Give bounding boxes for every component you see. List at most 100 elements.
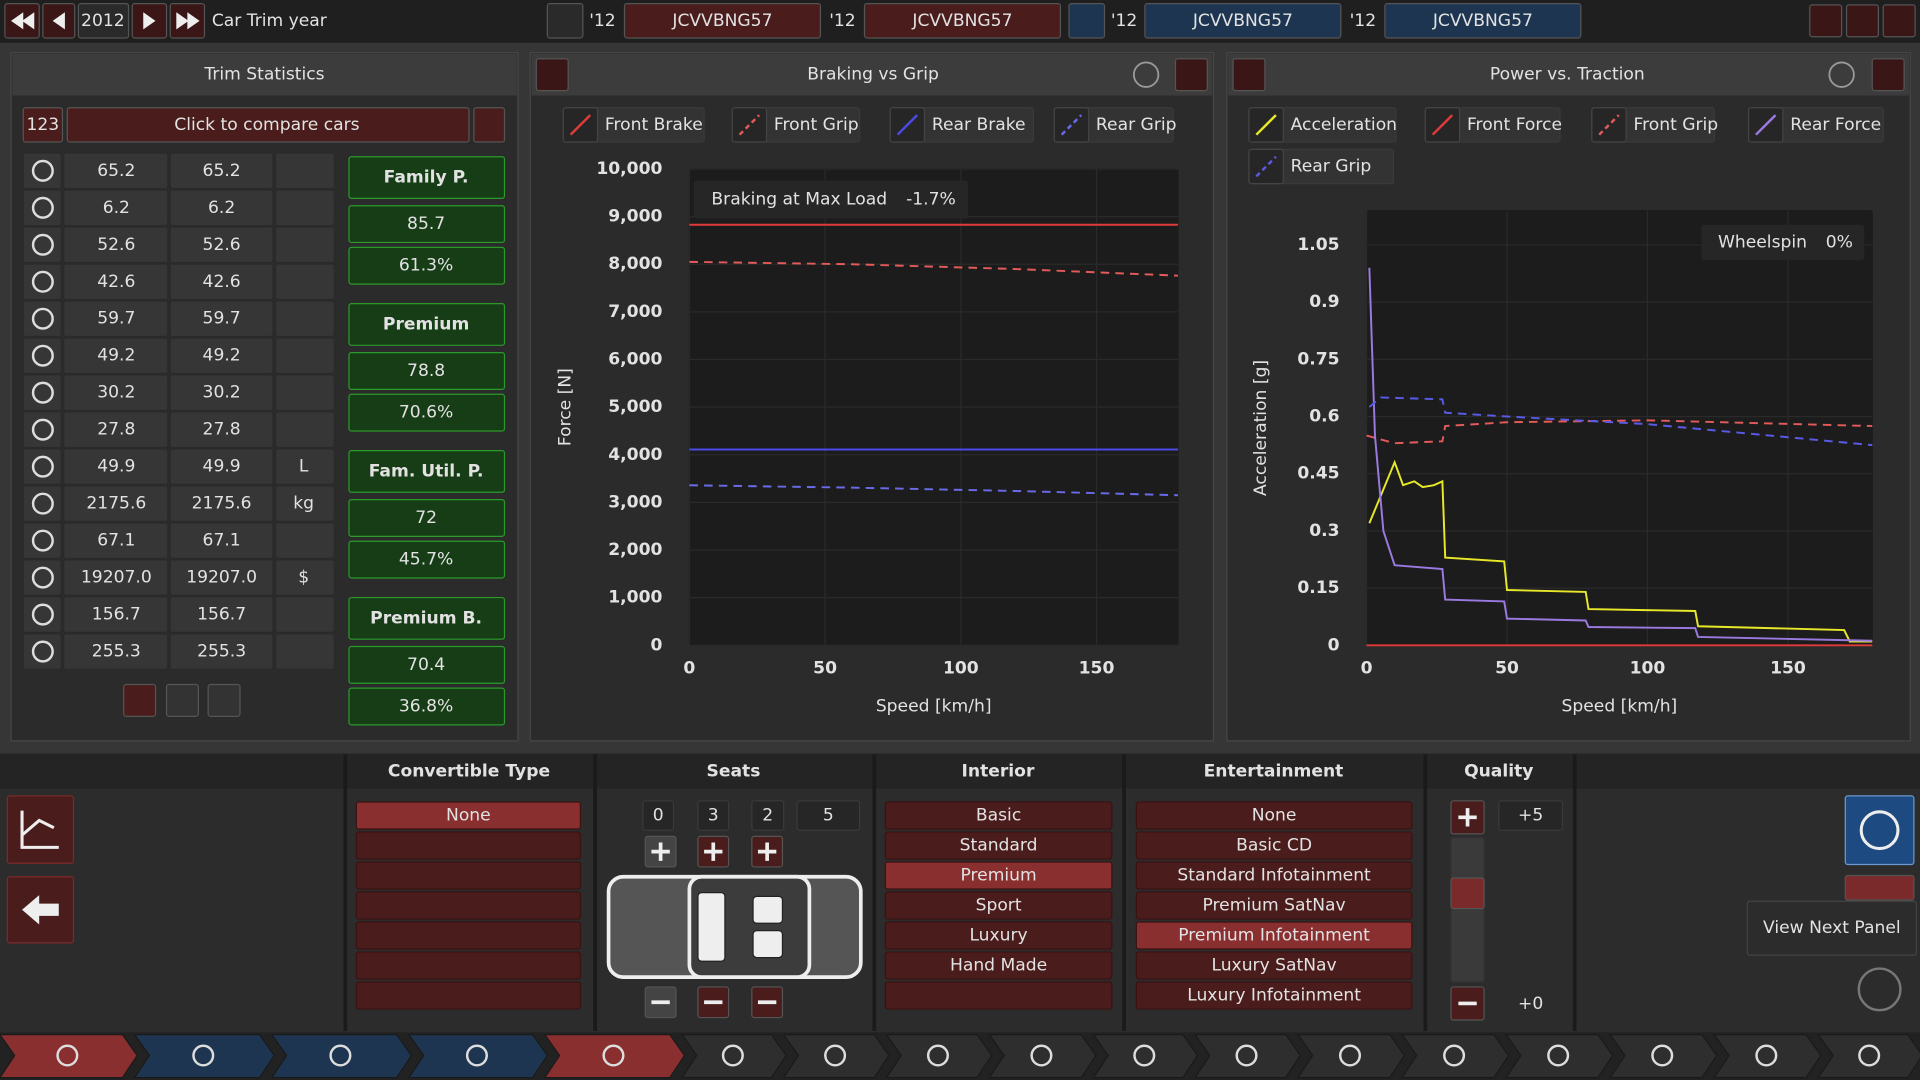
stat-cell <box>169 596 274 633</box>
stat-value: 19207.0 <box>186 568 257 588</box>
option-button[interactable] <box>1135 831 1413 860</box>
stat-cell <box>22 263 62 301</box>
alert-button[interactable] <box>1844 795 1915 866</box>
nav-icon <box>1443 1044 1466 1067</box>
y-tick-label: 0.15 <box>1297 578 1339 598</box>
prev-chart[interactable] <box>1232 58 1266 92</box>
y-tick-label: 0.75 <box>1297 349 1339 369</box>
nav-tab[interactable] <box>0 1034 138 1079</box>
option-button[interactable] <box>884 951 1113 980</box>
stat-cell <box>274 300 335 338</box>
option-button[interactable] <box>1135 981 1413 1010</box>
car-icon[interactable] <box>546 3 584 39</box>
option-label: Premium SatNav <box>1202 896 1345 916</box>
car-slot[interactable] <box>863 3 1062 39</box>
next-chart[interactable] <box>1871 58 1905 92</box>
help-button[interactable] <box>1132 61 1160 88</box>
nav-icon <box>602 1044 625 1067</box>
group-title <box>348 303 506 346</box>
nav-tab[interactable] <box>885 1034 993 1079</box>
x-tick-label: 0 <box>1361 659 1373 679</box>
next-chart[interactable] <box>1174 58 1208 92</box>
stat-icon <box>31 344 54 367</box>
option-button[interactable] <box>1135 801 1413 830</box>
stat-cell <box>63 411 169 449</box>
nav-tab[interactable] <box>1817 1034 1920 1079</box>
nav-tab[interactable] <box>1092 1034 1199 1079</box>
option-button[interactable] <box>1135 861 1413 890</box>
compare-button[interactable] <box>66 107 470 143</box>
car-slot[interactable] <box>1144 3 1342 39</box>
y-tick-label: 2,000 <box>608 540 662 560</box>
stat-value: 156.7 <box>197 605 246 625</box>
car-year: '12 <box>1350 11 1377 31</box>
legend-swatch <box>1591 107 1627 143</box>
help-button[interactable] <box>1857 967 1902 1012</box>
stat-cell <box>22 485 62 522</box>
option-button[interactable] <box>884 921 1113 950</box>
tool-button[interactable] <box>1809 4 1843 38</box>
nav-tab[interactable] <box>680 1034 787 1079</box>
nav-tab[interactable] <box>1609 1034 1718 1079</box>
stats-tool[interactable] <box>123 683 157 717</box>
nav-tab[interactable] <box>270 1034 413 1079</box>
group-score <box>348 645 506 684</box>
x-axis-label: Speed [km/h] <box>876 697 992 717</box>
seat-count-box <box>796 800 861 831</box>
nav-tab[interactable] <box>1713 1034 1822 1079</box>
stat-value: 67.1 <box>203 531 241 551</box>
stat-cell <box>63 337 169 375</box>
option-button[interactable] <box>884 831 1113 860</box>
stats-tool[interactable] <box>165 683 199 717</box>
nav-tab[interactable] <box>988 1034 1097 1079</box>
annotation-box <box>1701 224 1865 261</box>
nav-tab[interactable] <box>1296 1034 1406 1079</box>
option-button[interactable] <box>1135 891 1413 920</box>
graph-button[interactable] <box>6 795 75 864</box>
nav-tab[interactable] <box>133 1034 276 1079</box>
stat-cell <box>63 189 169 227</box>
option-slot[interactable] <box>355 981 582 1010</box>
nav-tab[interactable] <box>543 1034 686 1079</box>
help-button[interactable] <box>1828 61 1855 88</box>
compare-icon[interactable] <box>473 107 506 143</box>
option-slot[interactable] <box>355 861 582 890</box>
option-button[interactable] <box>355 801 582 830</box>
legend-label: Front Force <box>1467 115 1562 135</box>
nav-tab[interactable] <box>407 1034 549 1079</box>
next-panel-button[interactable] <box>1844 874 1915 901</box>
stat-value: 49.9 <box>97 457 135 477</box>
tool-button[interactable] <box>1882 4 1916 38</box>
count: 123 <box>27 115 60 135</box>
stat-value: 49.2 <box>97 346 135 366</box>
option-button[interactable] <box>1135 951 1413 980</box>
options-header <box>0 754 1920 789</box>
car-slot[interactable] <box>623 3 822 39</box>
option-slot[interactable] <box>355 921 582 950</box>
stats-tool[interactable] <box>207 683 241 717</box>
option-button[interactable] <box>884 861 1113 890</box>
car-slot[interactable] <box>1384 3 1582 39</box>
count-box <box>22 107 64 143</box>
stat-value: 30.2 <box>203 383 241 403</box>
option-slot[interactable] <box>355 831 582 860</box>
option-button[interactable] <box>1135 921 1413 950</box>
stat-value: $ <box>298 568 309 588</box>
nav-tab[interactable] <box>1504 1034 1614 1079</box>
tool-button[interactable] <box>1845 4 1879 38</box>
nav-tab[interactable] <box>1400 1034 1510 1079</box>
option-slot[interactable] <box>355 891 582 920</box>
list-icon[interactable] <box>1068 3 1106 39</box>
nav-tab[interactable] <box>1193 1034 1302 1079</box>
stat-value: kg <box>293 494 314 514</box>
stat-cell <box>22 374 62 412</box>
nav-tab[interactable] <box>782 1034 890 1079</box>
quality-handle[interactable] <box>1450 877 1485 910</box>
option-slot[interactable] <box>355 951 582 980</box>
stat-value: 52.6 <box>203 235 241 255</box>
option-button[interactable] <box>884 801 1113 830</box>
option-button[interactable] <box>884 891 1113 920</box>
option-slot[interactable] <box>884 981 1113 1010</box>
prev-chart[interactable] <box>535 58 569 92</box>
stat-cell <box>22 522 62 559</box>
